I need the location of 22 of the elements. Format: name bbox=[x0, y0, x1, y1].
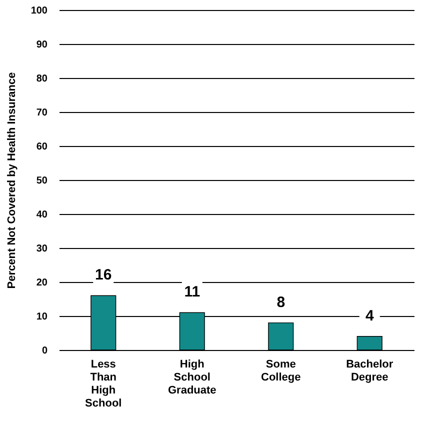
y-tick-label: 40 bbox=[36, 210, 48, 220]
x-tick-label: Some College bbox=[261, 358, 301, 384]
bar bbox=[356, 336, 382, 350]
y-tick-label: 20 bbox=[36, 278, 48, 288]
bar bbox=[268, 322, 294, 350]
y-tick-label: 80 bbox=[36, 74, 48, 84]
y-tick-label: 100 bbox=[30, 6, 48, 16]
y-tick-label: 60 bbox=[36, 142, 48, 152]
data-label: 4 bbox=[365, 307, 374, 324]
x-tick-label: Less Than High School bbox=[85, 358, 122, 410]
data-label: 8 bbox=[276, 294, 286, 311]
x-tick-label: High School Graduate bbox=[168, 358, 216, 396]
y-axis-title: Percent Not Covered by Health Insurance bbox=[6, 72, 18, 289]
y-tick-label: 30 bbox=[36, 244, 48, 254]
y-tick-label: 10 bbox=[36, 312, 48, 322]
y-tick-label: 0 bbox=[42, 346, 48, 356]
y-tick-label: 50 bbox=[36, 176, 48, 186]
y-tick-label: 70 bbox=[36, 108, 48, 118]
data-label: 16 bbox=[95, 266, 112, 284]
data-label: 11 bbox=[184, 284, 200, 301]
x-tick-label: Bachelor Degree bbox=[346, 358, 394, 384]
y-tick-label: 90 bbox=[36, 40, 48, 50]
